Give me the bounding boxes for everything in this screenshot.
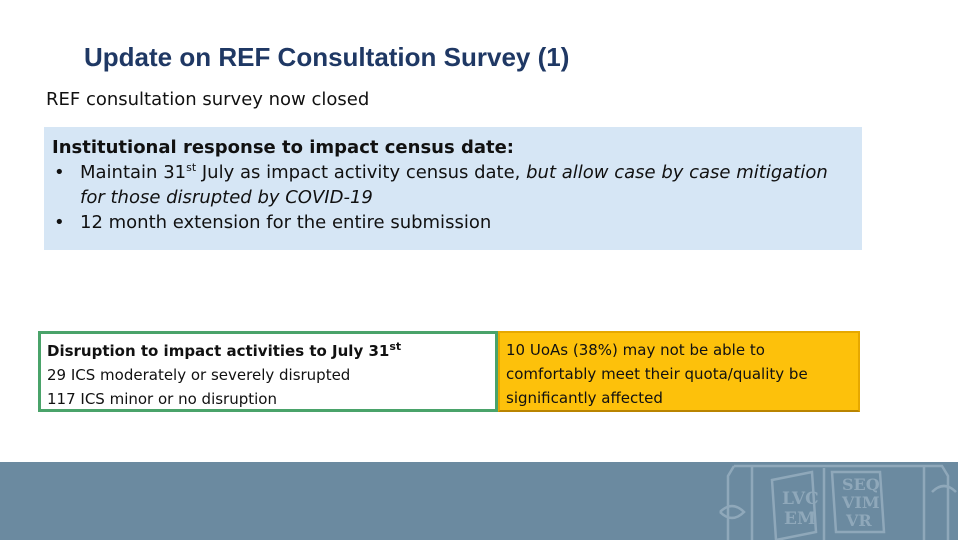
slide-title: Update on REF Consultation Survey (1) — [84, 42, 570, 72]
slide-subtitle: REF consultation survey now closed — [46, 89, 370, 110]
bullet-icon: • — [54, 212, 65, 233]
crest-text-em: EM — [784, 509, 816, 529]
bullet-2-text: 12 month extension for the entire submis… — [80, 212, 492, 233]
university-crest-watermark: LVC EM SEQ VIM VR — [719, 464, 957, 540]
disruption-line-2: 117 ICS minor or no disruption — [47, 390, 277, 408]
crest-text-vim: VIM — [841, 493, 880, 512]
disruption-heading: Disruption to impact activities to July … — [47, 339, 495, 363]
bullet-1-pre: Maintain 31 — [80, 162, 187, 183]
response-heading: Institutional response to impact census … — [52, 137, 514, 158]
response-bullet-2: • 12 month extension for the entire subm… — [52, 210, 854, 235]
crest-text-lvc: LVC — [782, 489, 819, 509]
uoa-note-box: 10 UoAs (38%) may not be able to comfort… — [498, 331, 860, 412]
bullet-icon: • — [54, 162, 65, 183]
bullet-1-mid: July as impact activity census date, — [196, 162, 527, 183]
disruption-heading-sup: st — [389, 340, 402, 353]
crest-text-seq: SEQ — [842, 475, 880, 494]
response-bullet-1: • Maintain 31st July as impact activity … — [52, 160, 854, 210]
disruption-line-1: 29 ICS moderately or severely disrupted — [47, 366, 351, 384]
footer-band: LVC EM SEQ VIM VR — [0, 462, 958, 540]
disruption-box: Disruption to impact activities to July … — [38, 331, 498, 412]
bullet-1-italic: but allow case by case mitigation for th… — [80, 162, 828, 208]
bullet-1-sup: st — [186, 161, 197, 174]
disruption-heading-text: Disruption to impact activities to July … — [47, 342, 390, 360]
uoa-note-text: 10 UoAs (38%) may not be able to comfort… — [506, 341, 808, 407]
institutional-response-box: Institutional response to impact census … — [44, 127, 862, 250]
crest-text-vr: VR — [845, 511, 872, 530]
